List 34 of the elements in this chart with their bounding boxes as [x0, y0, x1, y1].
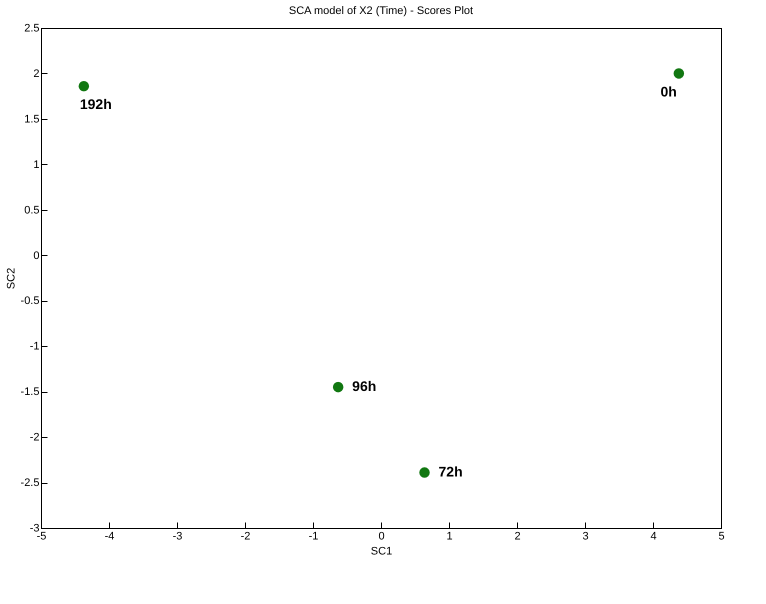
x-tick-label: 2 — [514, 530, 521, 542]
y-tick-label: -2 — [30, 432, 40, 444]
y-tick-label: -1 — [30, 340, 40, 353]
x-axis-title: SC1 — [370, 546, 392, 558]
point — [78, 80, 90, 92]
annotation: 96h — [352, 378, 376, 394]
annotation: 192h — [80, 96, 112, 112]
y-tick-label: 1 — [33, 158, 40, 171]
annotation: 0h — [660, 83, 677, 100]
y-tick-label: -0.5 — [20, 295, 40, 308]
x-tick-label: 1 — [446, 530, 453, 542]
x-tick-label: -2 — [240, 530, 250, 542]
y-tick-label: 0 — [33, 250, 40, 262]
y-tick-label: 0.5 — [24, 204, 40, 216]
y-tick-label: 1.5 — [24, 113, 40, 126]
x-tick-label: -1 — [308, 530, 318, 542]
x-tick-label: 4 — [650, 530, 657, 542]
annotation: 72h — [438, 464, 463, 480]
x-tick-label: 0 — [378, 530, 385, 542]
x-tick-label: -5 — [36, 530, 46, 542]
x-tick-label: -4 — [104, 530, 114, 542]
chart-title: SCA model of X2 (Time) - Scores Plot — [288, 5, 474, 17]
x-tick-label: 5 — [718, 530, 725, 542]
y-tick-label: -2.5 — [20, 477, 40, 490]
x-tick-label: -3 — [172, 530, 182, 542]
y-tick-label: -3 — [30, 522, 40, 534]
x-tick-label: 3 — [582, 530, 589, 542]
y-tick-label: 2.5 — [24, 22, 40, 34]
y-tick-label: -1.5 — [20, 386, 40, 398]
point — [674, 68, 684, 79]
point — [419, 467, 430, 478]
point — [332, 382, 344, 392]
y-axis-title: SC2 — [6, 268, 18, 290]
y-tick-label: 2 — [33, 68, 40, 80]
